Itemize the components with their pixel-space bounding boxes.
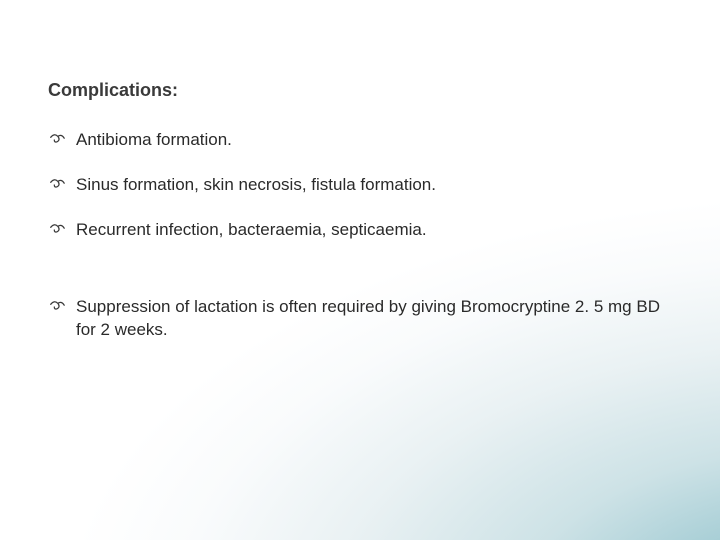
list-item: Sinus formation, skin necrosis, fistula … (48, 174, 672, 197)
bullet-text: Antibioma formation. (76, 129, 672, 152)
bullet-text: Sinus formation, skin necrosis, fistula … (76, 174, 672, 197)
slide-heading: Complications: (48, 80, 672, 101)
list-item: Antibioma formation. (48, 129, 672, 152)
list-item: Recurrent infection, bacteraemia, septic… (48, 219, 672, 242)
slide-container: Complications: Antibioma formation. Sinu… (0, 0, 720, 540)
swirl-bullet-icon (48, 298, 66, 316)
swirl-bullet-icon (48, 176, 66, 194)
bullet-text: Suppression of lactation is often requir… (76, 296, 672, 342)
swirl-bullet-icon (48, 131, 66, 149)
swirl-bullet-icon (48, 221, 66, 239)
list-item: Suppression of lactation is often requir… (48, 296, 672, 342)
bullet-text: Recurrent infection, bacteraemia, septic… (76, 219, 672, 242)
bullet-list: Antibioma formation. Sinus formation, sk… (48, 129, 672, 342)
